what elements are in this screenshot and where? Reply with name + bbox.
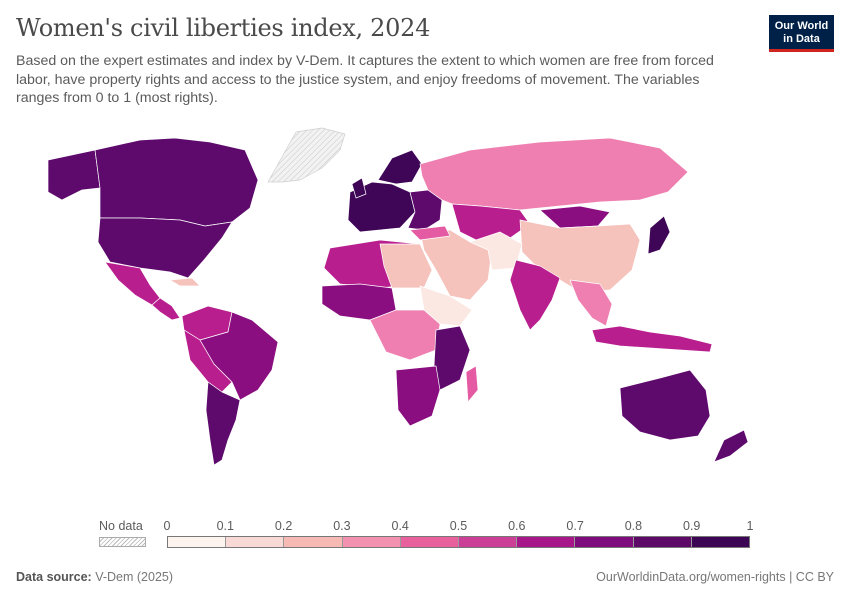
- region-united-states[interactable]: [97, 217, 233, 279]
- data-source-label: Data source:: [16, 570, 92, 584]
- legend-tick-label: 0.7: [566, 519, 584, 533]
- region-cuba[interactable]: [169, 277, 201, 287]
- legend-bin[interactable]: [459, 537, 518, 547]
- region-central-africa[interactable]: [369, 309, 441, 361]
- region-central-america[interactable]: [151, 297, 181, 321]
- chart-title: Women's civil liberties index, 2024: [16, 14, 431, 42]
- region-east-africa[interactable]: [433, 325, 471, 391]
- legend-bin[interactable]: [168, 537, 227, 547]
- region-scandinavia[interactable]: [377, 149, 423, 185]
- legend-tick-label: 0: [163, 519, 171, 533]
- color-legend: No data 0 0.1 0.2 0.3 0.4 0.5 0.6 0.7 0.8 0.9 1: [0, 515, 850, 555]
- legend-bin[interactable]: [284, 537, 343, 547]
- legend-tick-label: 0.2: [274, 519, 293, 533]
- region-greenland[interactable]: [267, 127, 346, 183]
- footer-credit[interactable]: OurWorldinData.org/women-rights | CC BY: [596, 570, 834, 584]
- legend-no-data-swatch[interactable]: [99, 537, 146, 547]
- legend-tick-label: 1: [746, 519, 754, 533]
- region-central-asia[interactable]: [451, 203, 531, 243]
- region-southern-africa[interactable]: [395, 365, 441, 427]
- world-map[interactable]: [0, 120, 850, 500]
- legend-tick-label: 0.6: [508, 519, 526, 533]
- chart-subtitle: Based on the expert estimates and index …: [16, 53, 714, 106]
- region-southeast-asia[interactable]: [569, 279, 613, 327]
- region-madagascar[interactable]: [465, 365, 479, 403]
- legend-bin[interactable]: [226, 537, 285, 547]
- data-source: Data source: V-Dem (2025): [16, 570, 173, 584]
- legend-no-data-label: No data: [99, 519, 143, 533]
- legend-tick-label: 0.1: [216, 519, 234, 533]
- region-australia[interactable]: [619, 369, 711, 441]
- legend-bin[interactable]: [575, 537, 634, 547]
- data-source-value[interactable]: V-Dem (2025): [95, 570, 174, 584]
- legend-color-scale[interactable]: [167, 536, 750, 548]
- legend-tick-label: 0.9: [682, 519, 701, 533]
- legend-bin[interactable]: [517, 537, 576, 547]
- legend-bin[interactable]: [342, 537, 401, 547]
- legend-tick-label: 0.5: [449, 519, 468, 533]
- legend-tick-label: 0.4: [391, 519, 409, 533]
- region-middle-east[interactable]: [419, 229, 493, 301]
- region-southern-cone[interactable]: [205, 381, 241, 466]
- logo-line-2: in Data: [783, 33, 820, 45]
- region-mongolia[interactable]: [539, 205, 611, 229]
- legend-bin[interactable]: [691, 537, 750, 547]
- legend-tick-label: 0.3: [333, 519, 351, 533]
- region-maritime-asia[interactable]: [591, 325, 713, 353]
- legend-tick-label: 0.8: [624, 519, 643, 533]
- logo-line-1: Our World: [774, 20, 829, 32]
- region-india[interactable]: [509, 259, 561, 331]
- legend-bin[interactable]: [633, 537, 692, 547]
- region-japan[interactable]: [647, 215, 671, 255]
- region-new-zealand[interactable]: [713, 429, 749, 463]
- region-brazil[interactable]: [199, 311, 279, 401]
- legend-bin[interactable]: [400, 537, 460, 547]
- region-united-kingdom[interactable]: [351, 177, 367, 199]
- region-turkey[interactable]: [409, 225, 451, 241]
- region-canada[interactable]: [94, 137, 259, 227]
- owid-logo[interactable]: Our World in Data: [769, 15, 834, 52]
- region-alaska[interactable]: [47, 149, 101, 201]
- region-russia[interactable]: [419, 137, 689, 211]
